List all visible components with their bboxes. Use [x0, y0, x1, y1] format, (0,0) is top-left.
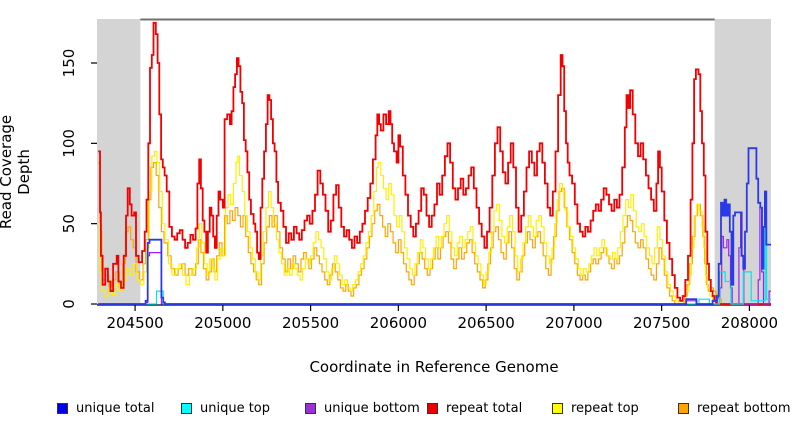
x-tick-label: 207000 [545, 314, 602, 332]
legend: unique total unique top unique bottom repea… [0, 398, 792, 422]
y-tick-label: 0 [60, 299, 78, 309]
x-tick-label: 206500 [457, 314, 514, 332]
series-repeat-bottom-line [98, 162, 771, 305]
legend-label: repeat total [446, 400, 523, 416]
legend-item-unique-total: unique total [57, 398, 154, 418]
x-tick-label: 207500 [633, 314, 690, 332]
legend-swatch-icon [427, 402, 438, 414]
legend-swatch-icon [305, 402, 316, 414]
x-axis-title: Coordinate in Reference Genome [309, 358, 559, 376]
y-tick-label: 50 [60, 214, 78, 233]
legend-label: unique bottom [324, 400, 420, 416]
legend-label: repeat bottom [697, 400, 791, 416]
x-tick-label: 204500 [106, 314, 163, 332]
x-tick-label: 205500 [282, 314, 339, 332]
x-tick-label: 205000 [194, 314, 251, 332]
x-tick-label: 206000 [370, 314, 427, 332]
legend-label: unique total [76, 400, 155, 416]
legend-label: repeat top [571, 400, 639, 416]
legend-item-repeat-top: repeat top [552, 398, 639, 418]
series-group [98, 21, 771, 305]
series-unique-total-line [98, 147, 771, 305]
legend-item-repeat-bottom: repeat bottom [678, 398, 791, 418]
y-tick-label: 150 [60, 49, 78, 78]
series-unique-bottom-line [98, 207, 771, 305]
y-tick-label: 100 [60, 129, 78, 158]
legend-item-unique-top: unique top [181, 398, 270, 418]
legend-swatch-icon [678, 402, 689, 414]
series-repeat-total-line [98, 21, 771, 305]
coverage-chart: 204500 205000 205500 206000 206500 207000 2075… [60, 18, 778, 332]
series-repeat-top-line [98, 150, 771, 305]
legend-swatch-icon [57, 402, 68, 414]
y-axis-title: Read Coverage Depth [0, 114, 33, 230]
x-tick-label: 208000 [721, 314, 778, 332]
legend-item-repeat-total: repeat total [427, 398, 522, 418]
legend-swatch-icon [181, 402, 192, 414]
legend-swatch-icon [552, 402, 563, 414]
legend-item-unique-bottom: unique bottom [305, 398, 420, 418]
legend-label: unique top [200, 400, 271, 416]
